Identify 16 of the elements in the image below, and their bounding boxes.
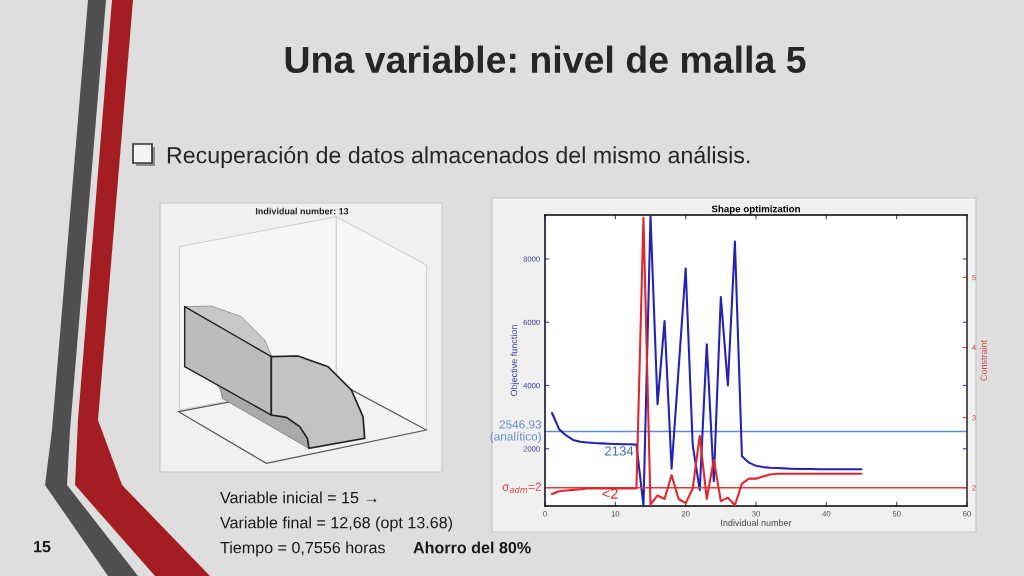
text: Variable final = 12,68 (opt 13.68) (220, 516, 453, 532)
annotation: <2 (602, 488, 618, 499)
text: Recuperación de datos almacenados del mismo análisis. (167, 146, 750, 168)
x-axis-title: Individual number (721, 519, 792, 526)
annotation: 2134 (604, 446, 634, 456)
text: Individual number: 13 (255, 207, 349, 215)
ref-line-label: σ$_{adm}$=2 (502, 482, 542, 493)
ref-line-label: 2546.93 (analítico) (490, 420, 542, 443)
chart-title: Shape optimization (711, 205, 800, 215)
text: Una variable: nivel de malla 5 (285, 45, 806, 74)
text: Ahorro del 80% (413, 541, 531, 554)
text: 15 (34, 541, 51, 553)
y2-axis-title: Constraint (980, 339, 987, 381)
y-axis-title: Objective function (510, 325, 519, 396)
text: Variable inicial = 15 → (220, 491, 377, 504)
text: Tiempo = 0,7556 horas (220, 541, 385, 557)
